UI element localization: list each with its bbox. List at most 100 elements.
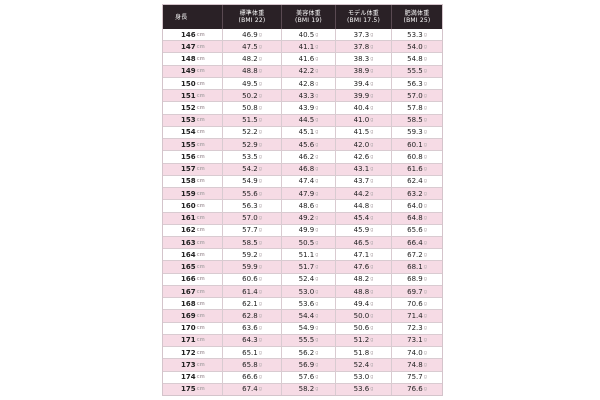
weight-unit: g (423, 251, 427, 258)
standard-weight-value: 54.9 (242, 177, 258, 186)
beauty-weight-cell: 51.1 g (282, 249, 336, 261)
height-cell: 159 cm (163, 188, 223, 200)
standard-weight-cell: 66.6 g (223, 371, 282, 383)
weight-unit: g (370, 129, 374, 136)
model-weight-value: 48.8 (353, 287, 370, 296)
height-value: 171 (181, 336, 196, 345)
standard-weight-value: 49.5 (242, 79, 258, 88)
obese-weight-value: 59.3 (407, 128, 423, 137)
height-cell: 151 cm (163, 90, 223, 102)
table-row: 172 cm 65.1 g 56.2 g 51.8 g 74.0 g (163, 347, 442, 360)
weight-unit: g (315, 105, 319, 112)
height-unit: cm (196, 227, 205, 234)
height-value: 160 (181, 201, 196, 210)
weight-unit: g (258, 31, 262, 38)
model-weight-cell: 46.5 g (336, 236, 392, 249)
header-model-title: モデル体重 (347, 10, 379, 17)
weight-unit: g (370, 178, 374, 185)
obese-weight-value: 69.7 (407, 287, 423, 296)
height-value: 156 (181, 152, 196, 161)
beauty-weight-value: 44.5 (298, 116, 315, 125)
height-unit: cm (196, 361, 205, 368)
standard-weight-cell: 51.5 g (223, 114, 282, 126)
height-unit: cm (196, 129, 205, 136)
beauty-weight-value: 46.2 (298, 152, 315, 161)
beauty-weight-value: 41.1 (298, 42, 315, 51)
header-obese-weight: 肥満体重 (BMI 25) (392, 5, 442, 29)
standard-weight-value: 60.6 (242, 275, 258, 284)
height-value: 167 (181, 287, 196, 296)
standard-weight-cell: 62.1 g (223, 298, 282, 310)
height-value: 170 (181, 324, 196, 333)
weight-unit: g (370, 239, 374, 246)
weight-unit: g (370, 202, 374, 209)
weight-unit: g (258, 80, 262, 87)
beauty-weight-cell: 49.2 g (282, 212, 336, 224)
beauty-weight-cell: 52.4 g (282, 273, 336, 285)
weight-unit: g (258, 386, 262, 393)
beauty-weight-cell: 56.9 g (282, 359, 336, 371)
weight-unit: g (423, 80, 427, 87)
standard-weight-cell: 62.8 g (223, 310, 282, 322)
weight-unit: g (315, 166, 319, 173)
table-row: 161 cm 57.0 g 49.2 g 45.4 g 64.8 g (163, 212, 442, 225)
height-value: 173 (181, 360, 196, 369)
model-weight-value: 48.2 (353, 275, 370, 284)
weight-unit: g (258, 68, 262, 75)
weight-unit: g (315, 227, 319, 234)
model-weight-cell: 45.4 g (336, 212, 392, 224)
obese-weight-cell: 67.2 g (392, 249, 442, 260)
model-weight-value: 45.9 (353, 226, 370, 235)
height-value: 157 (181, 165, 196, 174)
height-value: 169 (181, 312, 196, 320)
height-cell: 167 cm (163, 285, 223, 298)
height-cell: 173 cm (163, 359, 223, 371)
obese-weight-cell: 59.3 g (392, 127, 442, 138)
height-cell: 174 cm (163, 371, 223, 383)
obese-weight-value: 74.0 (407, 348, 423, 357)
header-obese-title: 肥満体重 (404, 10, 430, 17)
height-cell: 162 cm (163, 224, 223, 236)
model-weight-value: 43.7 (353, 177, 370, 186)
weight-unit: g (258, 178, 262, 185)
model-weight-value: 37.3 (353, 30, 370, 39)
weight-unit: g (370, 215, 374, 222)
weight-unit: g (370, 117, 374, 124)
weight-unit: g (258, 202, 262, 209)
model-weight-value: 37.8 (353, 42, 370, 51)
weight-unit: g (423, 166, 427, 173)
model-weight-cell: 47.6 g (336, 261, 392, 273)
beauty-weight-value: 53.6 (298, 299, 315, 308)
height-value: 174 (181, 373, 196, 382)
weight-unit: g (370, 227, 374, 234)
beauty-weight-value: 56.9 (298, 360, 315, 369)
standard-weight-cell: 59.9 g (223, 261, 282, 273)
standard-weight-value: 48.2 (242, 55, 258, 64)
standard-weight-value: 56.3 (242, 201, 258, 210)
obese-weight-value: 57.8 (407, 104, 423, 113)
standard-weight-value: 59.9 (242, 263, 258, 272)
height-value: 168 (181, 299, 196, 308)
weight-unit: g (315, 31, 319, 38)
weight-unit: g (258, 129, 262, 136)
model-weight-value: 50.0 (353, 312, 370, 320)
weight-unit: g (423, 337, 427, 344)
model-weight-value: 44.2 (353, 189, 370, 198)
obese-weight-cell: 71.4 g (392, 310, 442, 321)
obese-weight-value: 60.1 (407, 140, 423, 149)
weight-unit: g (423, 313, 427, 319)
height-unit: cm (196, 31, 205, 38)
weight-unit: g (370, 105, 374, 112)
weight-unit: g (370, 251, 374, 258)
height-unit: cm (196, 215, 205, 222)
table-row: 160 cm 56.3 g 48.6 g 44.8 g 64.0 g (163, 200, 442, 213)
beauty-weight-cell: 53.6 g (282, 298, 336, 310)
model-weight-value: 39.9 (353, 91, 370, 100)
header-standard-bmi: (BMI 22) (238, 17, 266, 24)
height-value: 154 (181, 128, 196, 137)
obese-weight-value: 62.4 (407, 177, 423, 186)
weight-unit: g (315, 80, 319, 87)
weight-unit: g (258, 337, 262, 344)
header-beauty-bmi: (BMI 19) (295, 17, 322, 24)
obese-weight-value: 73.1 (407, 336, 423, 345)
